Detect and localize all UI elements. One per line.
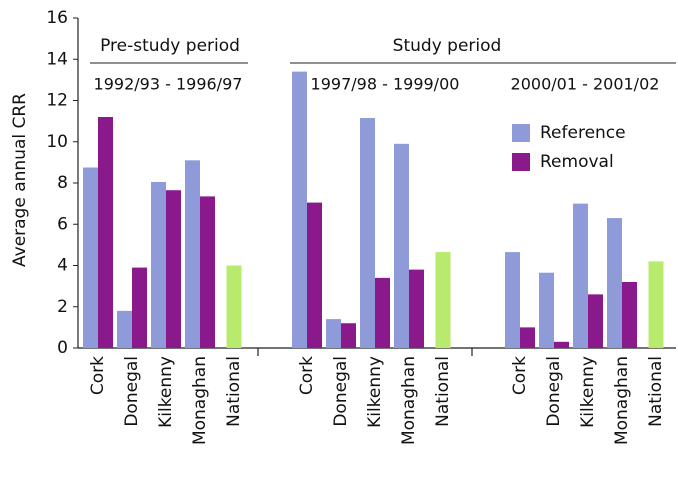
legend-label: Removal: [540, 152, 614, 172]
group-label: 2000/01 - 2001/02: [511, 75, 660, 94]
bar: [166, 190, 181, 348]
legend-swatch: [512, 124, 530, 142]
y-tick-label: 10: [46, 132, 68, 152]
bar: [185, 160, 200, 348]
bar: [132, 267, 147, 348]
bar: [375, 277, 390, 348]
x-tick-label: Donegal: [122, 356, 142, 427]
bar: [117, 310, 132, 348]
bar: [292, 71, 307, 348]
bar: [307, 202, 322, 348]
x-tick-label: Kilkenny: [365, 356, 385, 428]
x-tick-label: Monaghan: [612, 356, 632, 445]
x-tick-label: National: [224, 356, 244, 427]
y-tick-label: 14: [46, 49, 68, 69]
legend-label: Reference: [540, 123, 626, 143]
x-tick-label: Donegal: [331, 356, 351, 427]
x-tick-label: National: [433, 356, 453, 427]
bar: [360, 118, 375, 348]
bar: [622, 282, 637, 348]
period-label: Study period: [393, 36, 502, 56]
x-tick-label: Cork: [297, 356, 317, 395]
legend-swatch: [512, 153, 530, 171]
bar: [200, 196, 215, 348]
y-tick-label: 6: [57, 214, 68, 234]
x-tick-label: Monaghan: [399, 356, 419, 445]
x-tick-label: National: [646, 356, 666, 427]
bar: [539, 272, 554, 348]
bar: [648, 261, 664, 348]
group-label: 1997/98 - 1999/00: [311, 75, 460, 94]
bar: [573, 203, 588, 348]
y-tick-label: 2: [57, 297, 68, 317]
x-tick-label: Cork: [510, 356, 530, 395]
y-tick-label: 8: [57, 173, 68, 193]
y-tick-label: 16: [46, 8, 68, 28]
bar: [607, 218, 622, 348]
bar: [83, 167, 98, 348]
bar: [151, 181, 166, 348]
x-tick-label: Kilkenny: [156, 356, 176, 428]
y-tick-label: 4: [57, 256, 68, 276]
y-tick-label: 12: [46, 91, 68, 111]
bar: [409, 269, 424, 348]
y-tick-label: 0: [57, 338, 68, 358]
bar: [588, 294, 603, 348]
y-axis-label: Average annual CRR: [10, 93, 30, 267]
bar: [520, 327, 535, 348]
bar: [435, 252, 451, 348]
bar: [505, 252, 520, 348]
x-tick-label: Cork: [88, 356, 108, 395]
bar: [326, 319, 341, 348]
x-tick-label: Donegal: [544, 356, 564, 427]
group-label: 1992/93 - 1996/97: [94, 75, 243, 94]
bar: [341, 323, 356, 348]
bar: [98, 117, 113, 348]
bar: [394, 143, 409, 348]
x-tick-label: Monaghan: [190, 356, 210, 445]
x-tick-label: Kilkenny: [578, 356, 598, 428]
bar: [226, 265, 242, 348]
period-label: Pre-study period: [100, 36, 240, 56]
bar: [554, 341, 569, 348]
